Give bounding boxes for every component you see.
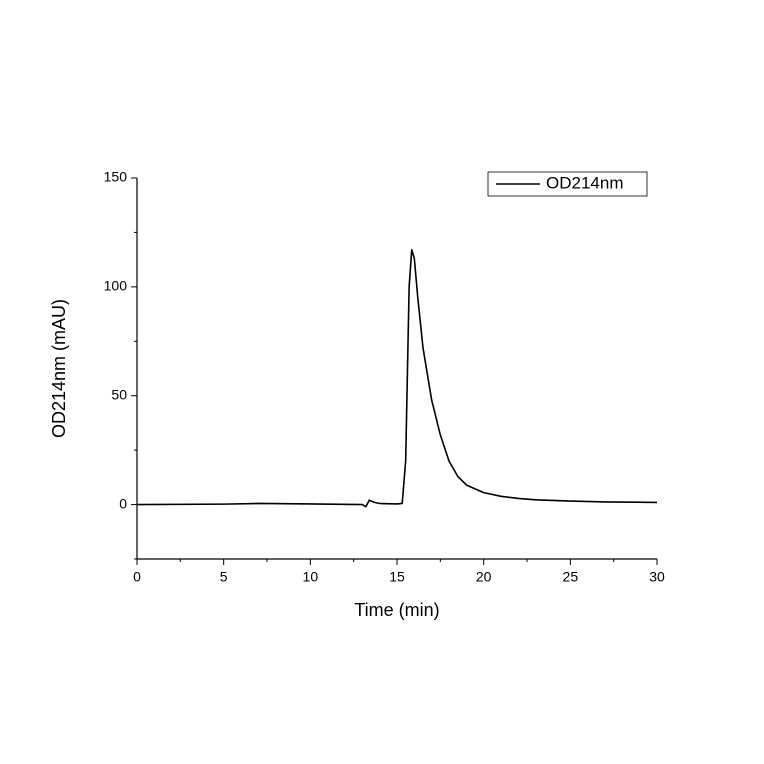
x-tick-label: 25 — [563, 569, 579, 585]
data-line — [136, 249, 658, 508]
legend-label: OD214nm — [546, 173, 623, 192]
y-tick-label: 150 — [104, 169, 128, 185]
x-tick-label: 20 — [476, 569, 492, 585]
y-tick-label: 50 — [111, 386, 127, 402]
x-axis-title: Time (min) — [354, 600, 439, 620]
x-tick-label: 0 — [133, 569, 141, 585]
x-tick-label: 10 — [303, 569, 319, 585]
y-tick-label: 0 — [119, 495, 127, 511]
x-tick-label: 5 — [220, 569, 228, 585]
x-tick-label: 30 — [649, 569, 665, 585]
x-tick-label: 15 — [389, 569, 405, 585]
y-tick-label: 100 — [104, 278, 128, 294]
y-axis-title: OD214nm (mAU) — [49, 299, 69, 438]
